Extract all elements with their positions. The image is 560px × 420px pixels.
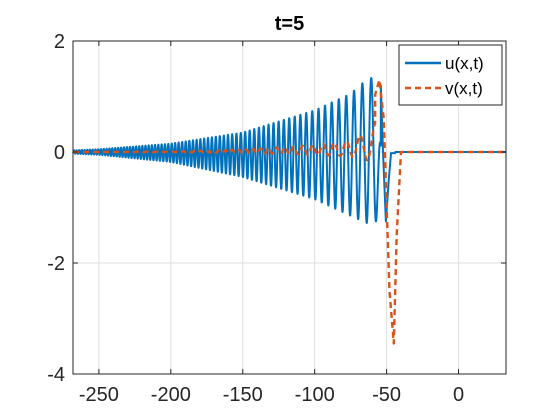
series-layer bbox=[71, 76, 508, 345]
x-tick-label: -100 bbox=[295, 384, 335, 406]
x-tick-label: -50 bbox=[372, 384, 401, 406]
x-tick-label: -250 bbox=[79, 384, 119, 406]
ticks: -250 -200 -150 -100 -50 0 -4 -2 0 2 bbox=[47, 31, 506, 406]
chart-title: t=5 bbox=[275, 13, 304, 35]
x-tick-label: -150 bbox=[223, 384, 263, 406]
axes-box bbox=[72, 40, 507, 375]
legend-box bbox=[398, 44, 503, 106]
y-tick-label: -2 bbox=[47, 253, 65, 275]
y-tick-label: -4 bbox=[47, 364, 65, 386]
legend-label: v(x,t) bbox=[445, 79, 483, 98]
series-u-line bbox=[72, 76, 507, 224]
legend-label: u(x,t) bbox=[445, 54, 484, 73]
y-tick-label: 0 bbox=[54, 142, 65, 164]
y-tick-label: 2 bbox=[54, 31, 65, 53]
series-v-line bbox=[71, 78, 508, 345]
x-tick-label: 0 bbox=[453, 384, 464, 406]
legend: u(x,t) v(x,t) bbox=[398, 44, 503, 106]
x-tick-label: -200 bbox=[151, 384, 191, 406]
